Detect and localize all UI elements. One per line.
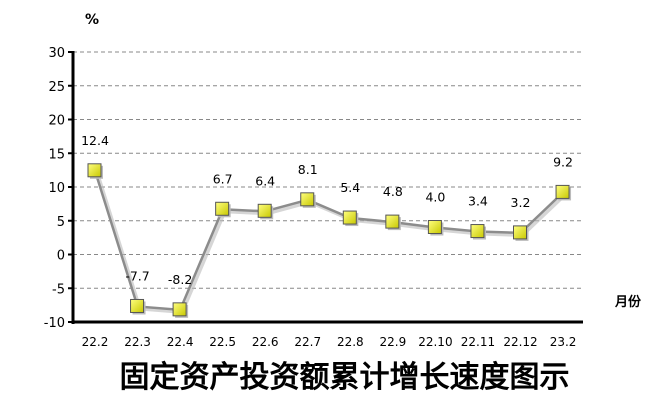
data-point xyxy=(130,298,145,313)
data-point xyxy=(215,201,230,216)
y-tick-label: 30 xyxy=(48,46,65,61)
x-tick-label: 22.9 xyxy=(379,335,406,349)
y-tick-label: 5 xyxy=(57,215,65,230)
y-tick-label: -10 xyxy=(44,316,65,331)
chart-title: 固定资产投资额累计增长速度图示 xyxy=(119,360,570,395)
x-tick-label: 22.2 xyxy=(82,335,109,349)
y-tick-label: 15 xyxy=(48,147,65,162)
data-label: 8.1 xyxy=(298,162,318,177)
data-point xyxy=(470,224,485,239)
data-label: 3.4 xyxy=(468,194,488,209)
series-line-shadow xyxy=(95,172,567,314)
x-tick-label: 23.2 xyxy=(550,335,577,349)
data-label: -7.7 xyxy=(125,268,149,283)
x-tick-label: 22.4 xyxy=(167,335,194,349)
y-tick-label: 25 xyxy=(48,80,65,95)
data-point xyxy=(257,203,272,218)
x-tick-label: 22.12 xyxy=(503,335,537,349)
x-tick-label: 22.6 xyxy=(252,335,279,349)
data-point xyxy=(87,163,102,178)
data-label: 3.2 xyxy=(511,195,531,210)
x-tick-label: 22.10 xyxy=(418,335,452,349)
data-point xyxy=(300,192,315,207)
data-point xyxy=(427,220,442,234)
data-label: 6.4 xyxy=(255,173,275,188)
y-tick-label: 0 xyxy=(57,249,65,264)
y-tick-label: 10 xyxy=(48,181,65,196)
data-point xyxy=(172,302,187,317)
x-axis-label: 月份 xyxy=(614,294,642,310)
series-line xyxy=(93,170,564,312)
data-label: -8.2 xyxy=(168,272,192,287)
y-axis-label: % xyxy=(85,12,99,28)
data-point xyxy=(513,225,527,240)
x-tick-label: 22.7 xyxy=(294,335,321,349)
data-label: 9.2 xyxy=(553,154,573,169)
y-tick-label: -5 xyxy=(52,282,65,297)
data-label: 12.4 xyxy=(81,133,109,148)
x-tick-label: 22.3 xyxy=(124,335,151,349)
x-tick-label: 22.11 xyxy=(461,335,495,349)
x-tick-label: 22.5 xyxy=(209,335,236,349)
data-label: 4.0 xyxy=(425,190,445,205)
x-tick-label: 22.8 xyxy=(337,335,364,349)
data-point xyxy=(555,184,570,199)
data-point xyxy=(385,214,400,229)
y-tick-label: 20 xyxy=(48,114,65,129)
data-label: 5.4 xyxy=(340,180,360,195)
data-label: 6.7 xyxy=(213,171,233,186)
data-label: 4.8 xyxy=(383,184,403,199)
data-point xyxy=(342,210,357,225)
